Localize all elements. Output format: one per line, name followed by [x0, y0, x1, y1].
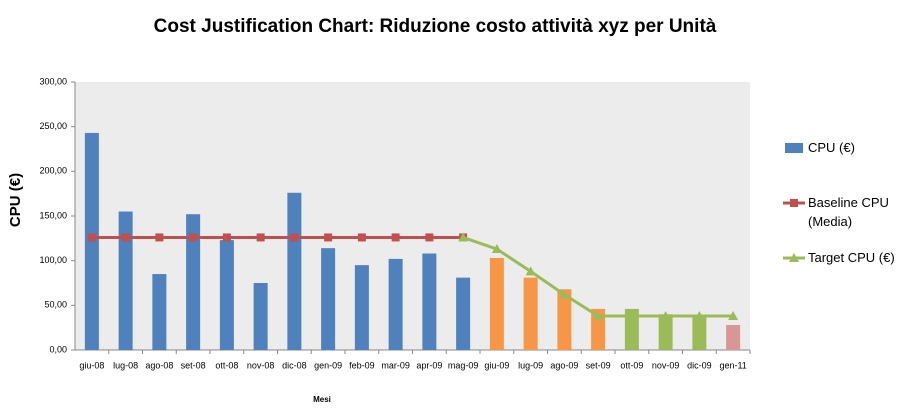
line-marker	[391, 233, 400, 242]
y-tick-label: 300,00	[39, 76, 67, 86]
bar	[219, 240, 234, 350]
x-tick-label: nov-09	[652, 360, 680, 370]
bar	[658, 314, 673, 350]
x-tick-label: gen-09	[314, 360, 342, 370]
line-marker	[525, 266, 536, 276]
x-tick-label: ago-09	[550, 360, 578, 370]
x-tick-label: set-08	[181, 360, 206, 370]
line-marker	[559, 289, 570, 299]
x-tick-label: nov-08	[247, 360, 275, 370]
bar	[557, 289, 572, 350]
bar	[523, 277, 538, 350]
x-tick-label: set-09	[586, 360, 611, 370]
x-tick-label: mar-09	[381, 360, 410, 370]
line-marker	[694, 311, 705, 321]
legend-label: CPU (€)	[808, 140, 855, 155]
bar	[287, 192, 302, 350]
y-axis-title: CPU (€)	[7, 173, 24, 227]
y-tick-label: 100,00	[39, 255, 67, 265]
line-marker	[87, 233, 96, 242]
line-marker	[121, 233, 130, 242]
x-tick-label: ott-09	[620, 360, 643, 370]
bar	[253, 283, 268, 350]
line-marker	[324, 233, 333, 242]
line-marker	[728, 311, 739, 321]
bar	[726, 324, 741, 350]
line-marker	[189, 233, 198, 242]
line-marker	[626, 311, 637, 321]
bar	[388, 258, 403, 350]
plot-area	[75, 82, 750, 350]
x-tick-label: apr-09	[416, 360, 442, 370]
x-tick-label: ott-08	[215, 360, 238, 370]
x-tick-label: giu-09	[484, 360, 509, 370]
line-marker	[789, 253, 799, 262]
y-tick-label: 150,00	[39, 210, 67, 220]
x-tick-label: lug-09	[518, 360, 543, 370]
bar	[489, 257, 504, 350]
legend-label: Target CPU (€)	[808, 250, 895, 265]
x-tick-label: ago-08	[145, 360, 173, 370]
x-tick-label: feb-09	[349, 360, 375, 370]
x-tick-label: giu-08	[79, 360, 104, 370]
bar	[354, 265, 369, 350]
bar	[186, 214, 201, 350]
bar	[84, 132, 99, 350]
y-tick-label: 50,00	[44, 300, 67, 310]
line-marker	[256, 233, 265, 242]
y-tick-label: 0,00	[49, 344, 67, 354]
x-tick-label: mag-09	[448, 360, 479, 370]
line-marker	[458, 232, 469, 242]
y-tick-label: 200,00	[39, 166, 67, 176]
line-marker	[290, 233, 299, 242]
y-tick-label: 250,00	[39, 121, 67, 131]
bar	[152, 274, 167, 350]
legend-label: Baseline CPU (Media)	[808, 195, 889, 229]
x-tick-label: dic-09	[687, 360, 712, 370]
bar	[692, 316, 707, 350]
bar	[321, 248, 336, 350]
line-marker	[790, 199, 798, 207]
line-marker	[425, 233, 434, 242]
bar	[118, 211, 133, 350]
bar	[422, 253, 437, 350]
x-tick-label: gen-11	[719, 360, 746, 370]
x-axis-title: Mesi	[313, 395, 331, 404]
bar	[456, 277, 471, 350]
x-tick-label: lug-08	[113, 360, 138, 370]
legend-swatch	[785, 143, 803, 153]
line-marker	[155, 233, 164, 242]
x-tick-label: dic-08	[282, 360, 307, 370]
line-marker	[660, 311, 671, 321]
line-marker	[222, 233, 231, 242]
line-marker	[593, 311, 604, 321]
line-marker	[357, 233, 366, 242]
line-marker	[491, 244, 502, 254]
chart-title: Cost Justification Chart: Riduzione cost…	[154, 16, 717, 37]
